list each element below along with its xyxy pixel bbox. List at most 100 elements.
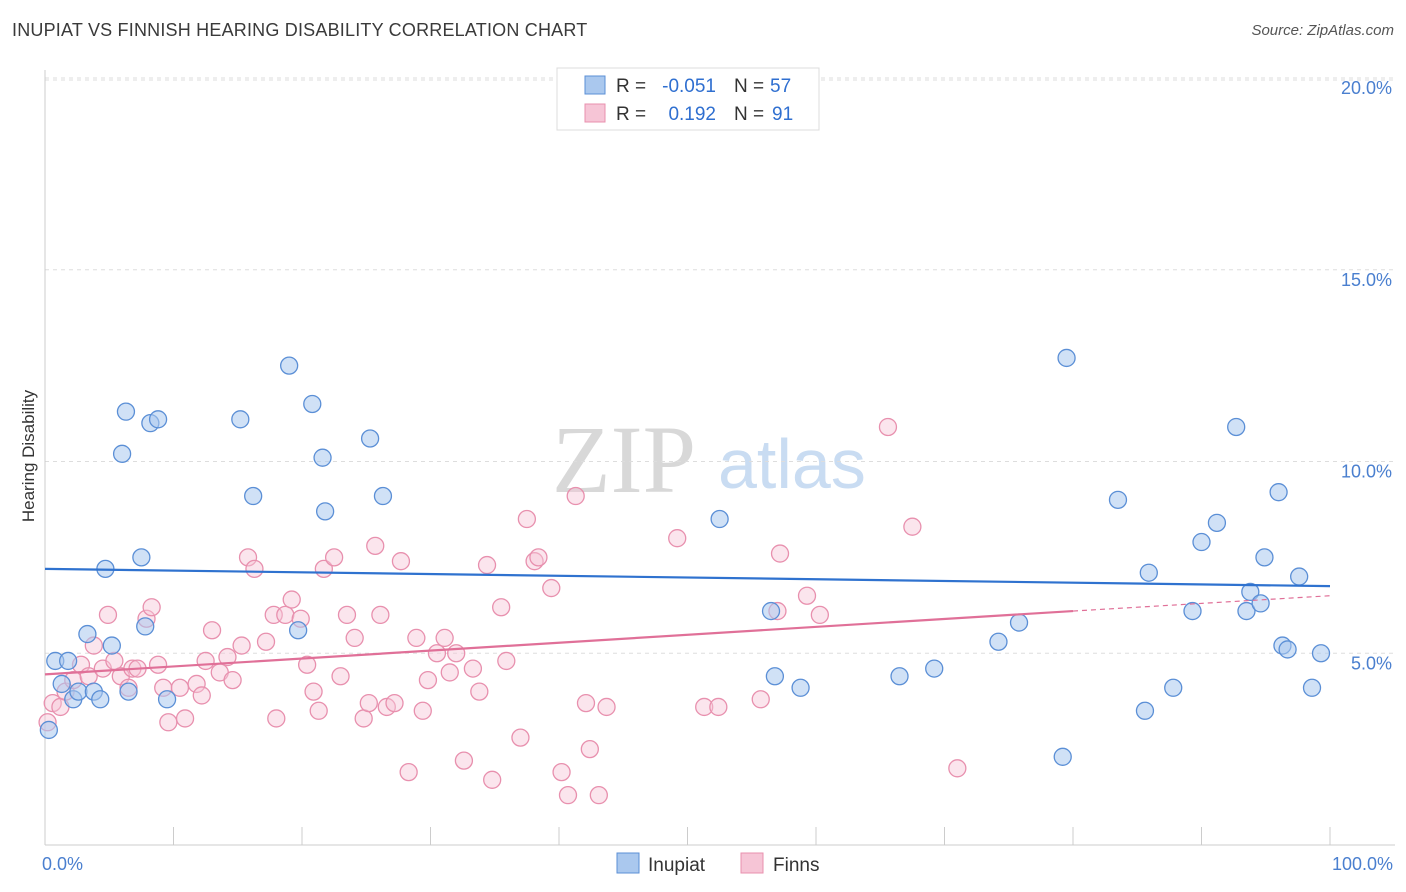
finns-point-88	[878, 417, 898, 437]
finns-point-44	[337, 605, 357, 625]
finns-point-27	[218, 647, 237, 667]
inupiat-point-17	[148, 410, 168, 429]
y-tick-label-10: 10.0%	[1341, 462, 1392, 482]
finns-point-36	[282, 590, 301, 609]
finns-point-21	[175, 709, 195, 728]
finns-point-65	[483, 770, 502, 789]
legend-top: R = -0.051 N = 57 R = 0.192 N = 91	[556, 67, 820, 131]
finns-point-10	[105, 651, 124, 671]
legend-bottom-label-inupiat: Inupiat	[648, 855, 706, 876]
finns-point-85	[770, 544, 790, 563]
legend-swatch-inupiat	[584, 75, 606, 95]
inupiat-point-2	[52, 674, 71, 694]
inupiat-point-22	[288, 621, 308, 640]
finns-point-32	[256, 632, 276, 651]
inupiat-point-12	[116, 402, 136, 421]
finns-point-77	[580, 739, 599, 759]
inupiat-point-21	[279, 356, 299, 375]
trend-lines	[44, 567, 1331, 676]
axes	[44, 70, 1395, 846]
finns-point-39	[304, 682, 323, 701]
inupiat-point-11	[112, 444, 132, 463]
finns-point-89	[903, 517, 922, 536]
inupiat-point-26	[360, 429, 380, 448]
finns-point-42	[324, 548, 344, 567]
finns-point-30	[238, 548, 258, 567]
inupiat-point-40	[1135, 701, 1155, 720]
finns-point-48	[366, 536, 385, 556]
finns-point-75	[566, 486, 585, 506]
x-tick-label-start: 0.0%	[42, 854, 83, 874]
watermark-atlas: atlas	[718, 425, 866, 503]
legend-r-value-finns: 0.192	[668, 104, 716, 125]
inupiat-point-0	[39, 720, 59, 740]
finns-point-38	[297, 655, 317, 674]
finns-point-23	[192, 686, 211, 705]
inupiat-point-39	[1108, 490, 1128, 510]
finns-point-64	[477, 555, 497, 575]
finns-point-55	[413, 701, 432, 720]
finns-point-80	[668, 529, 687, 548]
finns-point-56	[418, 670, 438, 690]
finns-point-63	[470, 682, 489, 701]
inupiat-point-44	[1192, 532, 1211, 552]
inupiat-point-30	[761, 601, 781, 621]
source-label: Source: ZipAtlas.com	[1251, 22, 1394, 39]
finns-point-60	[447, 644, 466, 663]
trend-line-finns	[44, 609, 1074, 676]
inupiat-point-14	[132, 548, 151, 567]
finns-point-46	[354, 709, 373, 728]
x-tick-labels: 0.0% 100.0%	[42, 854, 1393, 874]
inupiat-point-19	[231, 410, 250, 429]
finns-point-34	[267, 709, 286, 728]
y-tick-label-15: 15.0%	[1341, 270, 1392, 290]
finns-point-86	[797, 586, 817, 605]
finns-point-79	[597, 697, 616, 717]
finns-point-35	[276, 605, 295, 625]
inupiat-point-43	[1183, 601, 1202, 621]
inupiat-point-31	[765, 667, 785, 686]
inupiat-point-47	[1237, 601, 1256, 621]
finns-point-47	[359, 693, 378, 713]
trend-line-inupiat	[44, 567, 1331, 588]
finns-point-76	[576, 693, 596, 713]
inupiat-point-51	[1269, 483, 1288, 502]
y-tick-label-5: 5.0%	[1351, 653, 1392, 673]
inupiat-point-6	[78, 624, 97, 644]
chart-title: INUPIAT VS FINNISH HEARING DISABILITY CO…	[12, 20, 588, 40]
finns-point-24	[196, 651, 215, 671]
inupiat-point-25	[315, 502, 335, 521]
finns-point-29	[232, 636, 251, 655]
inupiat-point-37	[1057, 348, 1076, 368]
finns-point-62	[463, 659, 483, 678]
finns-point-74	[558, 785, 578, 805]
inupiat-point-56	[1311, 644, 1331, 663]
finns-point-78	[589, 785, 608, 805]
finns-point-40	[309, 701, 328, 720]
inupiat-point-48	[1241, 582, 1260, 602]
finns-point-83	[751, 690, 770, 709]
inupiat-point-29	[710, 509, 729, 529]
finns-point-25	[202, 621, 222, 640]
finns-point-9	[98, 605, 118, 625]
finns-point-49	[371, 605, 390, 625]
finns-point-22	[187, 674, 206, 694]
finns-point-43	[331, 667, 350, 686]
legend-n-label-finns: N =	[734, 104, 764, 125]
finns-point-73	[552, 762, 571, 782]
inupiat-point-41	[1139, 563, 1158, 582]
legend-n-label-inupiat: N =	[734, 76, 764, 97]
series-inupiat	[39, 80, 1331, 766]
finns-point-52	[391, 552, 411, 571]
inupiat-point-34	[925, 659, 944, 678]
inupiat-point-38	[1053, 747, 1072, 766]
inupiat-point-46	[1227, 417, 1246, 437]
finns-point-87	[810, 605, 830, 625]
finns-point-17	[148, 655, 168, 674]
inupiat-point-13	[119, 682, 138, 701]
finns-point-68	[511, 728, 530, 747]
finns-point-19	[159, 713, 178, 732]
inupiat-point-55	[1302, 678, 1322, 697]
trend-line-finns-extension	[1072, 595, 1331, 612]
